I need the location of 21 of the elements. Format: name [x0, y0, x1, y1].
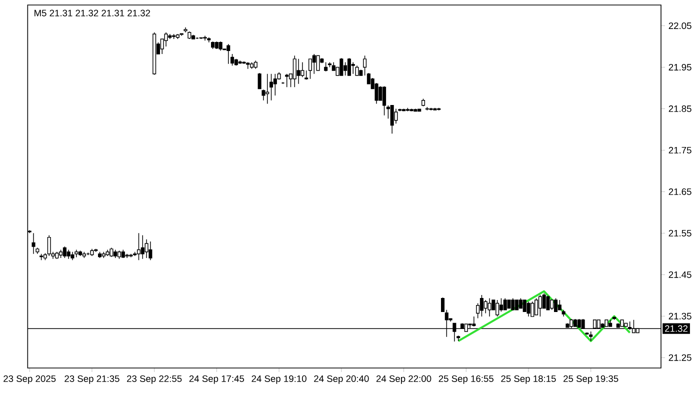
x-tick-label: 24 Sep 19:10 [252, 375, 306, 384]
y-tick-label: 21.35 [668, 312, 692, 320]
y-tick-label: 21.55 [668, 230, 692, 236]
y-tick-label: 21.85 [668, 105, 692, 112]
x-tick-label: 25 Sep 18:15 [501, 375, 556, 384]
y-tick-label: 21.75 [668, 146, 692, 154]
y-tick-label: 22.05 [668, 22, 692, 30]
x-tick-label: 24 Sep 22:00 [376, 375, 432, 384]
y-tick-label: 21.25 [668, 354, 692, 361]
x-tick-label: 23 Sep 22:55 [127, 375, 182, 384]
y-tick-label: 21.95 [668, 64, 692, 71]
chart-title: M5 21.31 21.32 21.31 21.32 [34, 10, 150, 16]
x-tick-label: 25 Sep 16:55 [438, 375, 494, 384]
x-tick-label: 24 Sep 20:40 [314, 375, 369, 384]
x-tick-label: 24 Sep 17:45 [189, 375, 244, 384]
x-tick-label: 23 Sep 21:35 [64, 375, 120, 384]
y-tick-label: 21.65 [668, 188, 692, 195]
x-tick-label: 25 Sep 19:35 [564, 375, 618, 384]
x-tick-label: 23 Sep 2025 [4, 375, 56, 384]
ref-line-label: 21.32 [665, 325, 688, 332]
y-tick-label: 21.45 [668, 271, 692, 278]
